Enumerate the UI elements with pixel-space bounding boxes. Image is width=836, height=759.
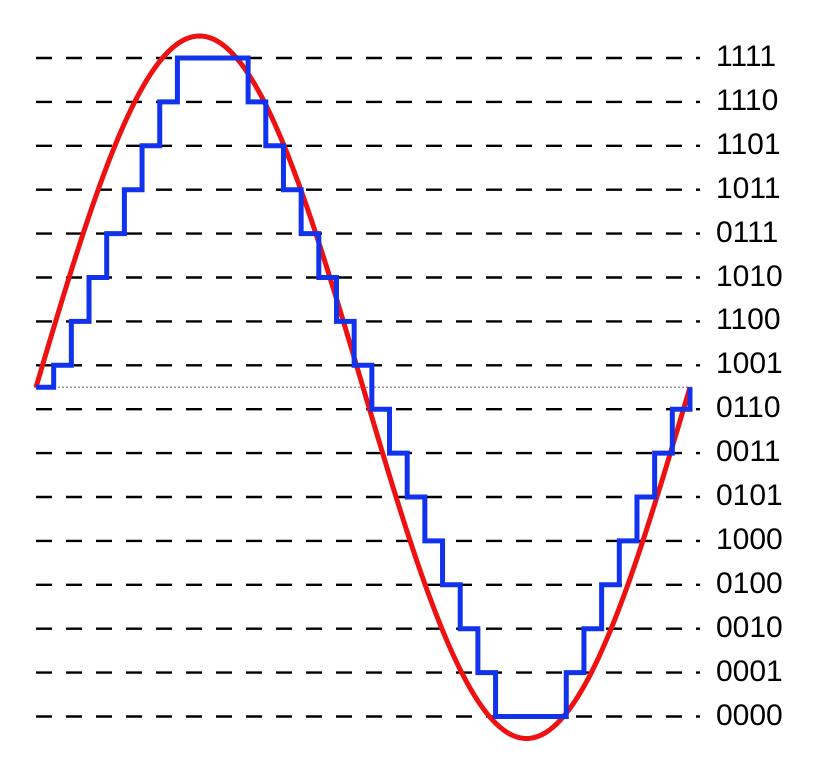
level-label-1111: 1111 — [716, 40, 777, 73]
level-label-0111: 0111 — [716, 215, 779, 249]
sine-wave-curve — [33, 33, 693, 741]
level-label-1010: 1010 — [716, 259, 783, 293]
level-label-1001: 1001 — [716, 347, 783, 381]
level-label-0100: 0100 — [716, 566, 783, 600]
level-label-0110: 0110 — [716, 391, 781, 425]
level-label-0010: 0010 — [716, 610, 783, 644]
level-label-0101: 0101 — [716, 479, 783, 512]
level-label-0011: 0011 — [716, 435, 781, 469]
level-label-1100: 1100 — [716, 303, 781, 337]
level-label-1101: 1101 — [716, 127, 781, 161]
level-label-1000: 1000 — [716, 522, 783, 556]
level-label-0000: 0000 — [716, 698, 783, 732]
quantized-step-signal — [36, 55, 693, 719]
level-label-1011: 1011 — [716, 171, 781, 205]
level-label-0001: 0001 — [716, 654, 783, 688]
level-label-1110: 1110 — [716, 83, 779, 117]
